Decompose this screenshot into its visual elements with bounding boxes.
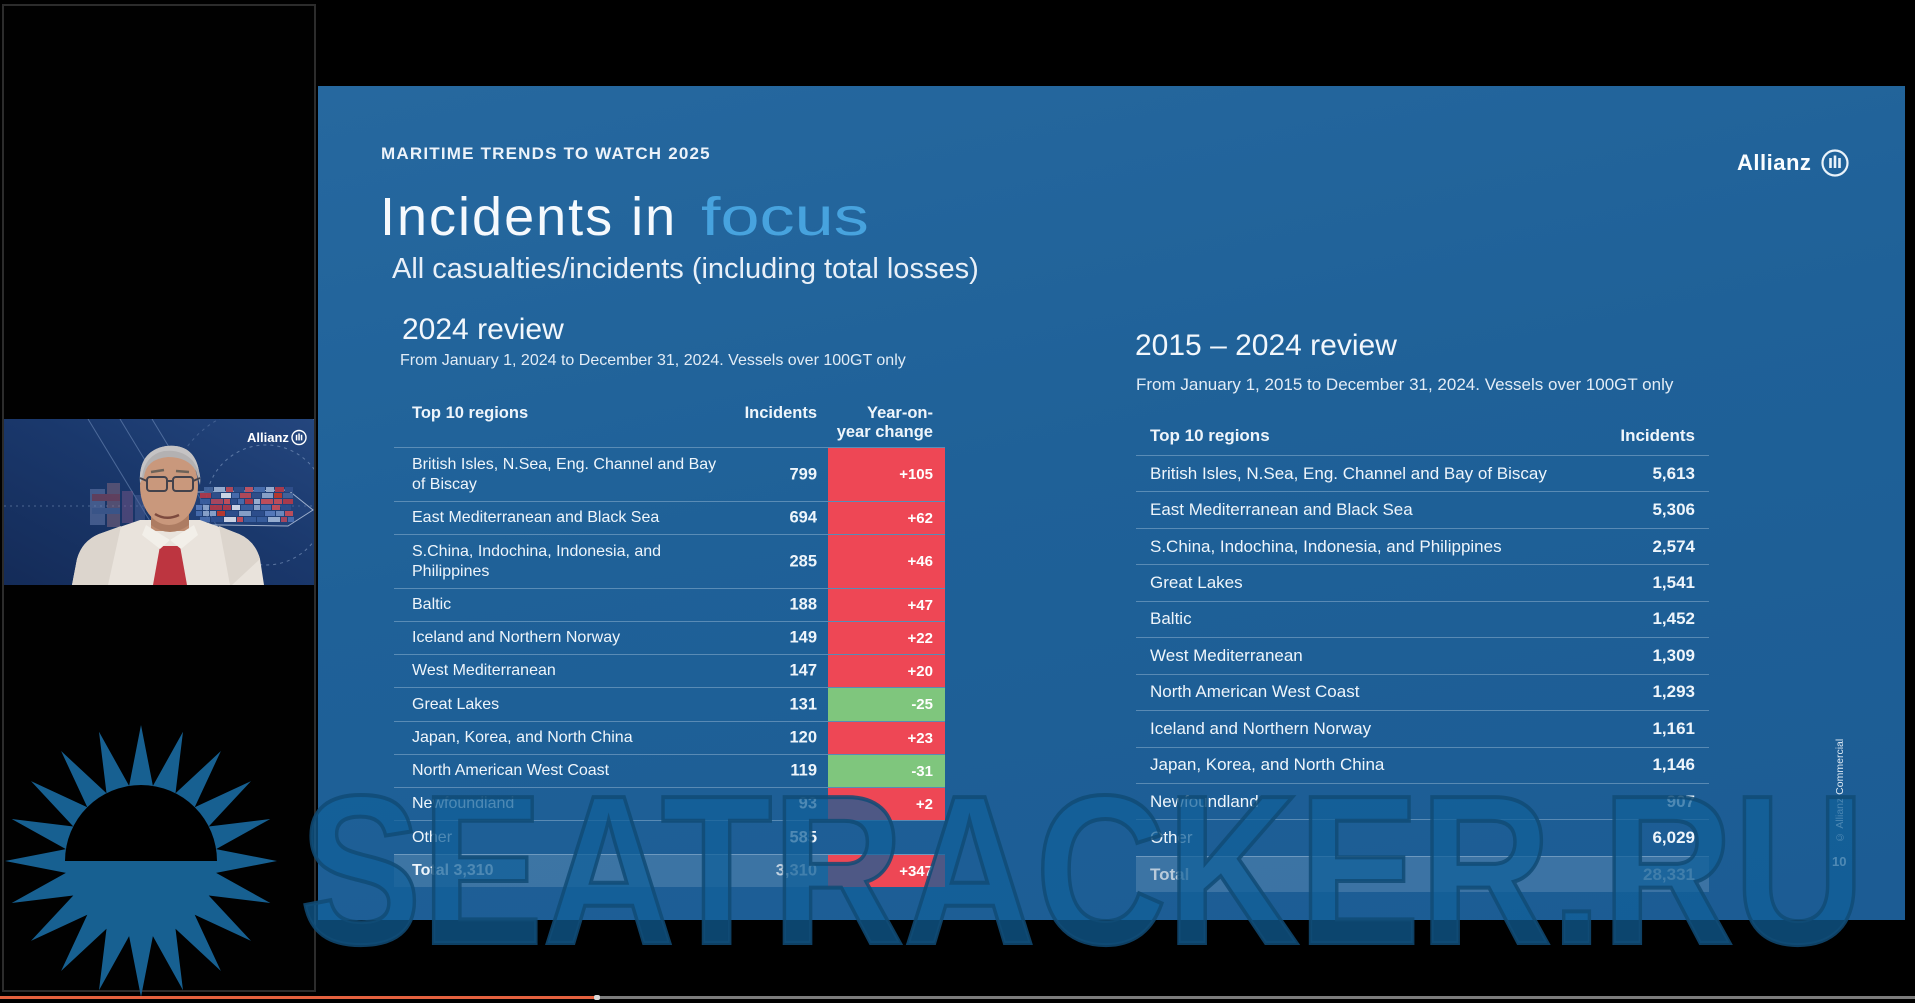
svg-text:SEATRACKER.RU: SEATRACKER.RU <box>300 770 1865 988</box>
svg-text:Allianz: Allianz <box>247 430 289 445</box>
